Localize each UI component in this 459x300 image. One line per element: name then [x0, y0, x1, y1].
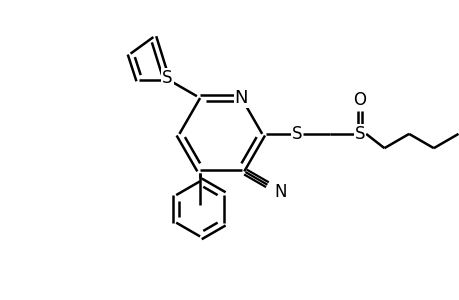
Text: S: S	[162, 69, 172, 87]
Text: S: S	[291, 125, 301, 143]
Text: N: N	[273, 183, 286, 201]
Text: O: O	[353, 91, 365, 109]
Text: N: N	[234, 89, 248, 107]
Text: S: S	[354, 125, 364, 143]
